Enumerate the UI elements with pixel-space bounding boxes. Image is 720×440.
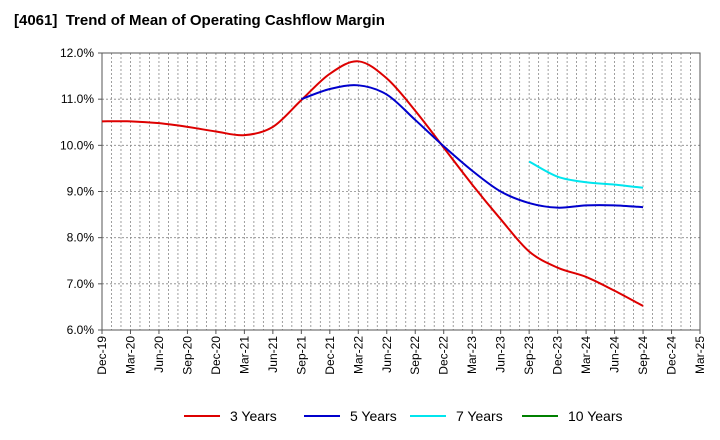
legend-label: 5 Years (350, 408, 397, 424)
legend-item: 3 Years (184, 406, 277, 426)
y-axis-ticks: 6.0% 7.0% 8.0% 9.0% 10.0% 11.0% 12.0% (60, 46, 102, 337)
x-tick-label: Dec-23 (551, 336, 565, 375)
y-tick-label: 9.0% (67, 185, 95, 199)
x-tick-label: Sep-24 (636, 336, 650, 375)
legend-swatch (304, 415, 340, 417)
x-tick-label: Jun-24 (608, 336, 622, 373)
x-tick-label: Dec-22 (437, 336, 451, 375)
x-tick-label: Dec-21 (323, 336, 337, 375)
y-tick-label: 11.0% (61, 92, 94, 106)
x-tick-label: Sep-20 (180, 336, 194, 375)
x-tick-label: Mar-20 (123, 336, 137, 374)
x-tick-label: Mar-25 (693, 336, 707, 374)
x-tick-label: Mar-24 (579, 336, 593, 374)
x-tick-label: Jun-20 (152, 336, 166, 373)
y-tick-label: 7.0% (67, 277, 95, 291)
x-tick-label: Sep-21 (294, 336, 308, 375)
legend-label: 7 Years (456, 408, 503, 424)
legend-item: 10 Years (522, 406, 623, 426)
x-tick-label: Mar-22 (351, 336, 365, 374)
legend-label: 10 Years (568, 408, 623, 424)
x-tick-label: Dec-24 (665, 336, 679, 375)
x-tick-label: Sep-23 (522, 336, 536, 375)
x-tick-label: Dec-19 (95, 336, 109, 375)
series-line-3-years (101, 60, 644, 307)
chart-title: [4061] Trend of Mean of Operating Cashfl… (14, 12, 385, 29)
x-tick-label: Jun-23 (494, 336, 508, 373)
series-line-7-years (528, 160, 644, 189)
legend-item: 7 Years (410, 406, 503, 426)
series-line-5-years (300, 84, 644, 209)
y-tick-label: 6.0% (67, 323, 95, 337)
y-tick-label: 12.0% (60, 46, 94, 60)
series-lines (101, 60, 644, 307)
x-tick-label: Jun-22 (380, 336, 394, 373)
legend-swatch (410, 415, 446, 417)
legend-item: 5 Years (304, 406, 397, 426)
legend-swatch (522, 415, 558, 417)
x-axis-ticks: Dec-19 Mar-20 Jun-20 Sep-20 Dec-20 Mar-21 Jun-… (95, 330, 707, 375)
x-tick-label: Jun-21 (266, 336, 280, 373)
legend-swatch (184, 415, 220, 417)
x-tick-label: Sep-22 (408, 336, 422, 375)
x-tick-label: Mar-23 (465, 336, 479, 374)
x-tick-label: Mar-21 (237, 336, 251, 374)
legend-label: 3 Years (230, 408, 277, 424)
legend: 3 Years 5 Years 7 Years 10 Years (0, 406, 720, 426)
y-tick-label: 10.0% (60, 138, 94, 152)
y-tick-label: 8.0% (67, 231, 95, 245)
x-tick-label: Dec-20 (209, 336, 223, 375)
